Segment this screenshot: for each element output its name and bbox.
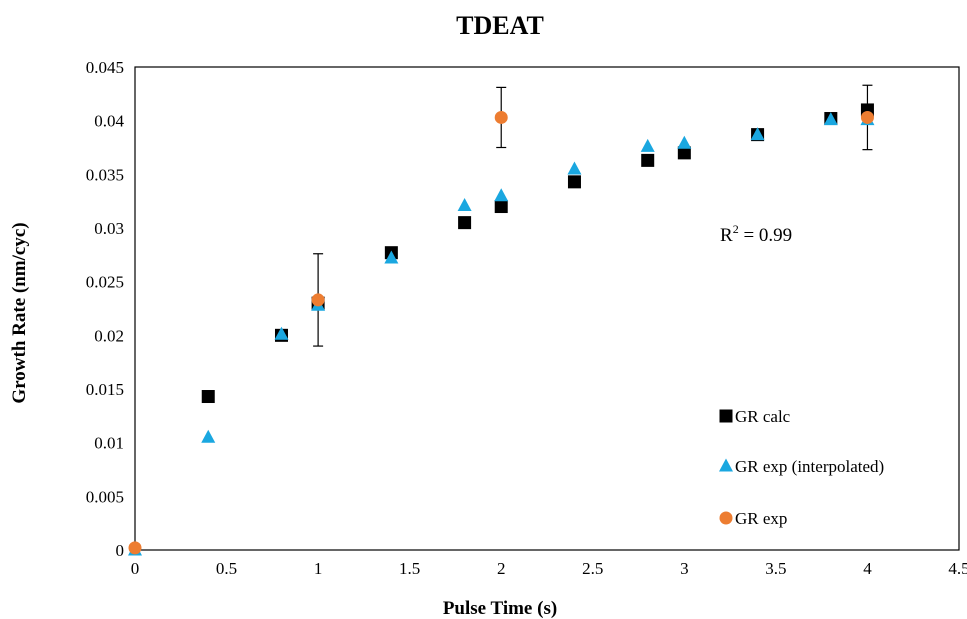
y-tick-label: 0.045 — [86, 58, 124, 77]
legend-marker-gr-exp-interpolated — [719, 458, 733, 472]
y-tick-label: 0.025 — [86, 273, 124, 292]
y-tick-labels: 0 0.005 0.01 0.015 0.02 0.025 0.03 0.035 0.04 0.0… — [86, 58, 125, 560]
legend-label: GR exp (interpolated) — [735, 457, 884, 476]
x-tick-label: 3 — [680, 559, 689, 578]
gr-exp-interpolated-point — [201, 429, 216, 443]
x-tick-label: 4 — [863, 559, 872, 578]
x-tick-labels: 0 0.5 1 1.5 2 2.5 3 3.5 4 4.5 — [131, 559, 967, 578]
plot-area — [134, 66, 960, 551]
y-tick-label: 0.04 — [94, 112, 124, 131]
gr-calc-point — [494, 200, 508, 214]
r-squared-annotation: R2 = 0.99 — [720, 222, 792, 246]
gr-calc-point — [567, 175, 581, 189]
gr-exp-interpolated-point — [750, 127, 765, 141]
gr-exp-point — [494, 110, 508, 124]
x-tick-label: 3.5 — [765, 559, 786, 578]
gr-calc-point — [641, 153, 655, 167]
x-tick-label: 0.5 — [216, 559, 237, 578]
gr-exp-interpolated-point — [677, 135, 692, 149]
gr-calc-point — [677, 146, 691, 160]
gr-exp-interpolated-point — [384, 250, 399, 264]
gr-exp-point — [128, 541, 142, 555]
x-tick-label: 2.5 — [582, 559, 603, 578]
x-tick-label: 1.5 — [399, 559, 420, 578]
y-tick-label: 0.01 — [94, 434, 124, 453]
x-tick-label: 0 — [131, 559, 140, 578]
x-tick-label: 2 — [497, 559, 506, 578]
y-tick-label: 0.02 — [94, 326, 124, 345]
legend-marker-gr-exp — [719, 511, 733, 525]
legend-marker-gr-calc — [719, 409, 733, 423]
legend-label: GR exp — [735, 509, 787, 528]
gr-calc-point — [201, 390, 215, 404]
gr-exp-point — [860, 110, 874, 124]
y-tick-label: 0.03 — [94, 219, 124, 238]
gr-exp-interpolated-point — [640, 138, 655, 152]
x-tick-label: 1 — [314, 559, 323, 578]
gr-exp-interpolated-point — [457, 197, 472, 211]
gr-calc-point — [458, 216, 472, 230]
gr-exp-interpolated-point — [567, 161, 582, 175]
gr-exp-interpolated-point — [494, 188, 509, 202]
data-points — [128, 103, 875, 556]
gr-exp-point — [311, 293, 325, 307]
gr-exp-interpolated-point — [274, 326, 289, 340]
y-tick-label: 0 — [116, 541, 125, 560]
y-tick-label: 0.015 — [86, 380, 124, 399]
x-tick-label: 4.5 — [948, 559, 967, 578]
chart-title: TDEAT — [456, 11, 544, 40]
gr-exp-interpolated-point — [823, 112, 838, 126]
y-tick-label: 0.035 — [86, 165, 124, 184]
y-axis-title: Growth Rate (nm/cyc) — [9, 222, 30, 403]
legend: GR calc GR exp (interpolated) GR exp — [719, 407, 884, 528]
error-bars — [313, 84, 873, 347]
x-axis-title: Pulse Time (s) — [443, 598, 557, 619]
legend-label: GR calc — [735, 407, 791, 426]
y-tick-label: 0.005 — [86, 487, 124, 506]
